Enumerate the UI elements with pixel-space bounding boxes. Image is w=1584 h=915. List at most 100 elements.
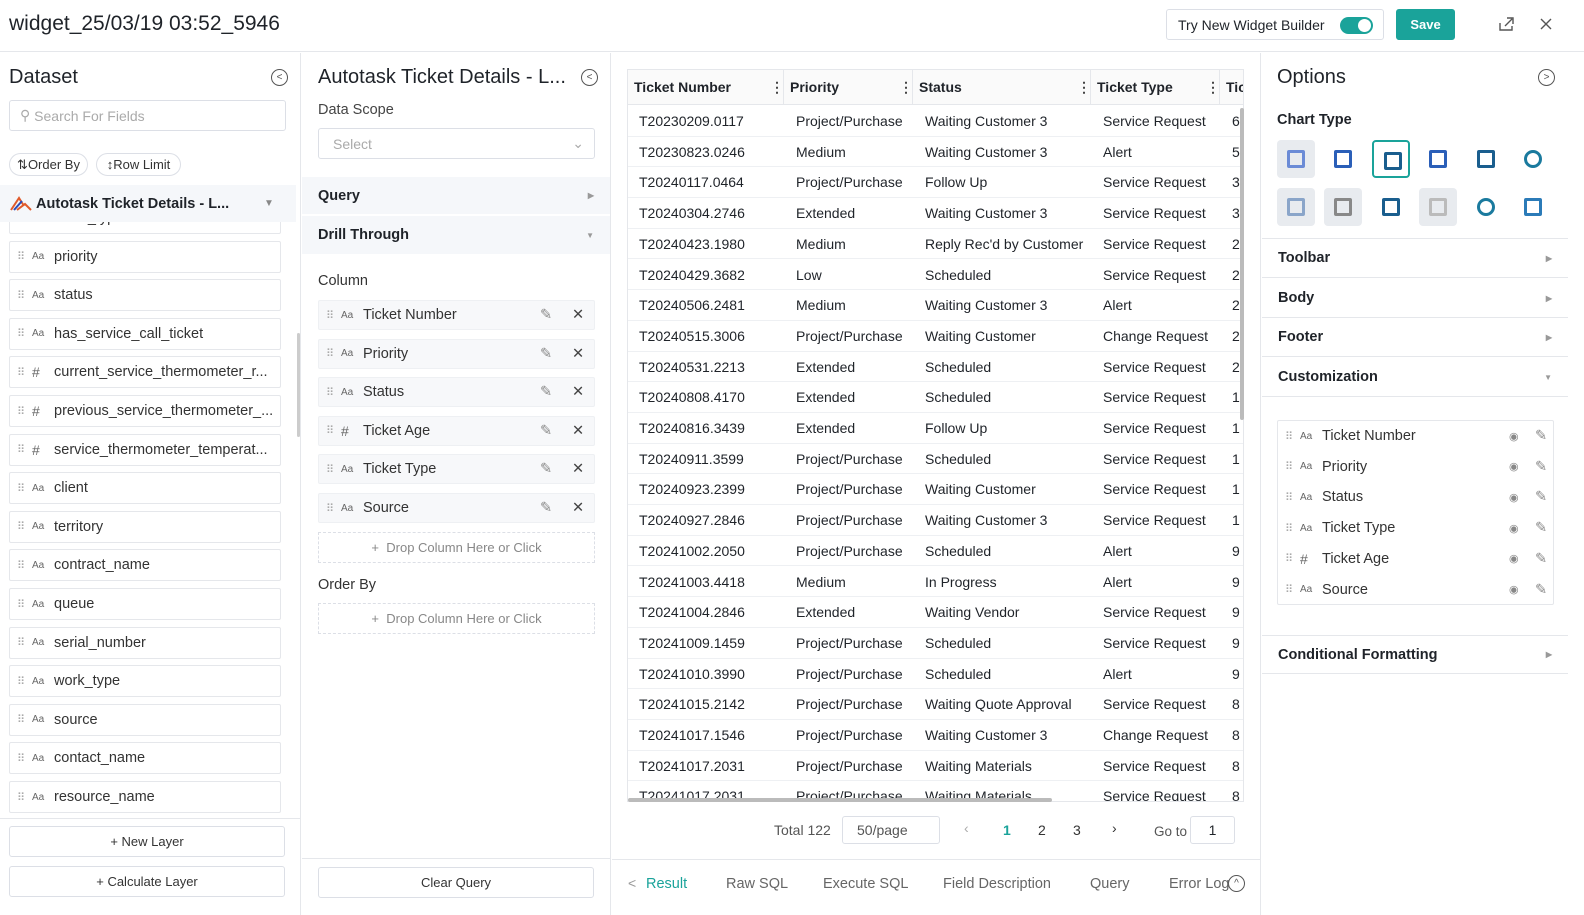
chart-type-icon[interactable]: [1277, 140, 1315, 178]
header-cell[interactable]: Tic: [1226, 79, 1244, 95]
column-item[interactable]: ⠿ Aa Priority ✎ ✕: [318, 338, 595, 369]
edit-icon[interactable]: ✎: [1535, 489, 1548, 506]
order-by-button[interactable]: ⇅ Order By: [9, 153, 88, 176]
customization-item[interactable]: ⠿ Aa Status ◉ ✎: [1278, 482, 1553, 512]
edit-icon[interactable]: ✎: [1535, 520, 1548, 537]
column-menu[interactable]: ⋮: [770, 79, 784, 95]
new-layer-button[interactable]: + New Layer: [9, 826, 285, 857]
tab-arrow[interactable]: <: [628, 875, 637, 891]
field-item[interactable]: ⠿ Aa client: [9, 472, 281, 505]
customization-item[interactable]: ⠿ Aa Source ◉ ✎: [1278, 575, 1553, 605]
header-cell[interactable]: Ticket Number: [628, 70, 784, 105]
option-section[interactable]: Footer ▶: [1262, 318, 1568, 357]
customization-item[interactable]: ⠿ Aa Ticket Type ◉ ✎: [1278, 513, 1553, 543]
field-item[interactable]: ⠿ Aa queue: [9, 588, 281, 620]
page-number[interactable]: 1: [1003, 822, 1011, 838]
customization-item[interactable]: ⠿ Aa Ticket Number ◉ ✎: [1278, 421, 1553, 451]
close-icon[interactable]: [1540, 18, 1552, 30]
drill-section[interactable]: Drill Through ▼: [302, 216, 610, 254]
option-section[interactable]: Toolbar ▶: [1262, 239, 1568, 278]
customization-item[interactable]: ⠿ # Ticket Age ◉ ✎: [1278, 544, 1553, 574]
result-tab[interactable]: Error Log: [1169, 876, 1230, 892]
goto-input[interactable]: 1: [1190, 816, 1235, 844]
header-cell[interactable]: Priority: [784, 70, 913, 105]
collapse-icon[interactable]: <: [271, 69, 288, 86]
visibility-icon[interactable]: ◉: [1509, 430, 1519, 443]
chart-type-icon[interactable]: [1277, 188, 1315, 226]
header-cell[interactable]: Status: [913, 70, 1091, 105]
chart-type-icon[interactable]: [1324, 140, 1363, 178]
edit-icon[interactable]: ✎: [1535, 428, 1548, 444]
field-item[interactable]: ⠿ Aa territory: [9, 510, 281, 543]
field-item[interactable]: ⠿ Aa has_service_call_ticket: [9, 317, 281, 350]
chart-type-icon[interactable]: [1466, 140, 1505, 178]
calculate-layer-button[interactable]: + Calculate Layer: [9, 866, 285, 897]
edit-icon[interactable]: ✎: [540, 307, 553, 323]
column-item[interactable]: ⠿ Aa Source ✎ ✕: [318, 493, 595, 523]
chart-type-icon[interactable]: [1371, 140, 1410, 178]
visibility-icon[interactable]: ◉: [1509, 522, 1519, 535]
chart-type-icon[interactable]: [1514, 188, 1552, 226]
row-limit-button[interactable]: ↕ Row Limit: [96, 153, 181, 176]
collapse-icon[interactable]: >: [1538, 69, 1555, 86]
page-number[interactable]: 3: [1073, 822, 1081, 838]
collapse-icon[interactable]: <: [581, 69, 598, 86]
field-item[interactable]: ⠿ # service_thermometer_temperat...: [9, 433, 281, 466]
chart-type-icon[interactable]: [1371, 188, 1410, 226]
chart-type-icon[interactable]: [1419, 140, 1458, 178]
option-section[interactable]: Customization ▼: [1262, 358, 1568, 397]
search-box[interactable]: ⚲ Search For Fields: [9, 100, 286, 131]
header-cell[interactable]: Ticket Type: [1091, 70, 1220, 105]
edit-icon[interactable]: ✎: [540, 500, 553, 516]
remove-icon[interactable]: ✕: [572, 422, 585, 439]
page-number[interactable]: 2: [1038, 822, 1046, 838]
builder-toggle[interactable]: Try New Widget Builder: [1166, 9, 1384, 40]
visibility-icon[interactable]: ◉: [1509, 584, 1519, 596]
visibility-icon[interactable]: ◉: [1509, 491, 1519, 504]
field-item[interactable]: ⠿ Aa work_type: [9, 665, 281, 698]
query-section[interactable]: Query ▶: [302, 177, 610, 214]
column-menu[interactable]: ⋮: [899, 79, 913, 95]
clear-query-button[interactable]: Clear Query: [318, 867, 594, 898]
remove-icon[interactable]: ✕: [572, 384, 585, 401]
field-item[interactable]: ⠿ Aa contact_name: [9, 742, 281, 775]
option-section[interactable]: Body ▶: [1262, 279, 1568, 318]
prev-page[interactable]: ‹: [964, 820, 969, 836]
chart-type-icon[interactable]: [1324, 188, 1363, 226]
column-item[interactable]: ⠿ # Ticket Age ✎ ✕: [318, 415, 595, 446]
visibility-icon[interactable]: ◉: [1509, 553, 1519, 566]
remove-icon[interactable]: ✕: [572, 307, 585, 323]
edit-icon[interactable]: ✎: [1535, 458, 1548, 475]
column-menu[interactable]: ⋮: [1077, 79, 1091, 95]
field-item[interactable]: ⠿ Aa contract_name: [9, 549, 281, 582]
result-tab[interactable]: Raw SQL: [726, 876, 789, 892]
chart-type-icon[interactable]: [1419, 188, 1458, 226]
field-item[interactable]: ⠿ Aa status: [9, 279, 281, 312]
result-tab[interactable]: Query: [1090, 876, 1130, 892]
remove-icon[interactable]: ✕: [572, 500, 585, 516]
column-item[interactable]: ⠿ Aa Ticket Number ✎ ✕: [318, 300, 595, 330]
remove-icon[interactable]: ✕: [572, 345, 585, 362]
save-button[interactable]: Save: [1396, 9, 1455, 40]
field-item[interactable]: ⠿ Aa source: [9, 703, 281, 736]
field-item[interactable]: ⠿ # current_service_thermometer_r...: [9, 356, 281, 389]
remove-icon[interactable]: ✕: [572, 461, 585, 478]
edit-icon[interactable]: ✎: [540, 345, 553, 362]
result-tab[interactable]: Field Description: [943, 876, 1051, 892]
source-row[interactable]: Autotask Ticket Details - L... ▼: [0, 185, 296, 222]
result-tab[interactable]: Result: [646, 876, 688, 892]
page-size[interactable]: 50/page: [842, 816, 940, 844]
visibility-icon[interactable]: ◉: [1509, 461, 1519, 474]
next-page[interactable]: ›: [1112, 820, 1117, 836]
customization-item[interactable]: ⠿ Aa Priority ◉ ✎: [1278, 452, 1553, 482]
collapse-icon[interactable]: ^: [1228, 875, 1245, 892]
field-item[interactable]: ⠿ Aa resource_name: [9, 781, 281, 813]
drop-zone[interactable]: + Drop Column Here or Click: [318, 532, 595, 563]
field-item[interactable]: ⠿ # previous_service_thermometer_...: [9, 395, 281, 427]
field-item[interactable]: ⠿ Aa priority: [9, 240, 281, 273]
scope-select[interactable]: Select ⌄: [318, 128, 595, 159]
column-item[interactable]: ⠿ Aa Ticket Type ✎ ✕: [318, 454, 595, 485]
edit-icon[interactable]: ✎: [1535, 550, 1548, 567]
result-tab[interactable]: Execute SQL: [823, 876, 909, 892]
drop-zone[interactable]: + Drop Column Here or Click: [318, 603, 595, 634]
